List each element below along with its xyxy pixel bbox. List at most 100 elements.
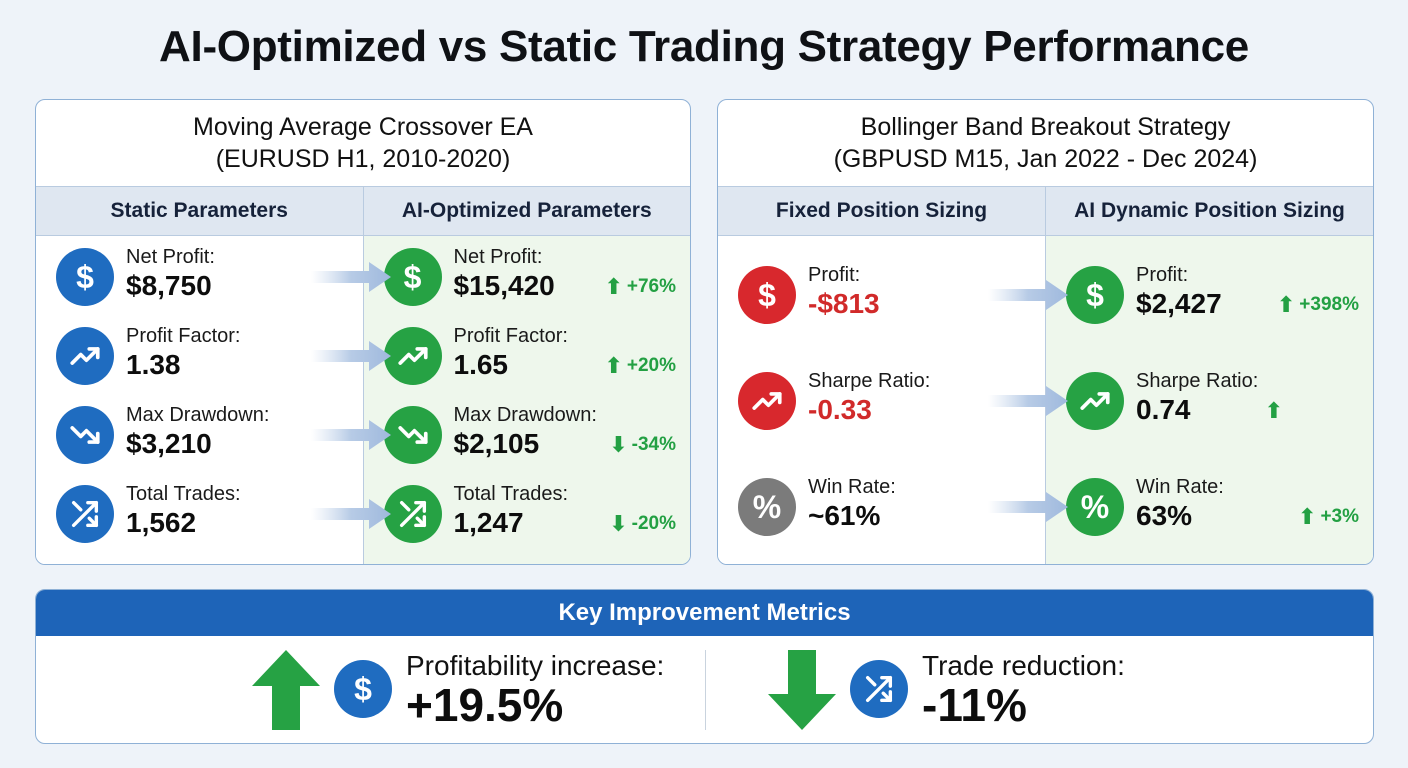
metric-change: ⬆ +398% [1277,294,1359,316]
summary-label-trades: Trade reduction: [922,650,1125,681]
metric-value: 1,562 [126,507,197,538]
metric-total-trades-static: Total Trades: 1,562 [36,479,363,549]
panel-title-line1: Moving Average Crossover EA [193,113,533,141]
metric-value: 63% [1136,500,1193,531]
flow-arrow-icon [311,341,391,371]
arrow-up-icon: ⬆ [1264,398,1283,423]
metric-change: ⬆ +20% [604,355,676,377]
panel-body: $ Profit: -$813 Sharpe Ratio: -0.33% Win Rate… [718,236,1373,564]
trend-up-icon [383,327,442,385]
metric-change: ⬆ +76% [604,276,676,298]
flow-arrow-icon [988,492,1068,522]
shuffle-icon [56,485,114,543]
metric-win-rate-ai: % Win Rate: 63% ⬆ +3% [1046,472,1373,542]
metric-change-value: -20% [631,513,676,534]
metric-value: $2,105 [453,428,540,459]
metric-label: Max Drawdown: [126,404,270,426]
dollar-icon: $ [383,248,442,306]
arrow-up-icon: ⬆ [604,353,623,378]
metric-total-trades-ai: Total Trades: 1,247 ⬇ -20% [364,479,691,549]
ai-dynamic-column: $ Profit: $2,427 ⬆ +398% Sharpe Ratio: 0.74 ⬆% W… [1045,236,1373,564]
metric-value: -$813 [808,288,880,319]
flow-arrow-icon [988,280,1068,310]
metric-label: Total Trades: [453,483,569,505]
metric-value: $8,750 [126,270,212,301]
metric-label: Profit Factor: [453,325,568,347]
trend-up-icon [1066,372,1124,430]
flow-arrow-icon [311,262,391,292]
panel-title-line2: (GBPUSD M15, Jan 2022 - Dec 2024) [833,145,1258,173]
static-column: $ Net Profit: $8,750 Profit Factor: 1.38 Max … [36,236,363,564]
metric-change: ⬇ -20% [609,513,676,535]
panel-title-line2: (EURUSD H1, 2010-2020) [215,145,511,173]
summary-value-profitability: +19.5% [406,679,564,731]
flow-arrow-icon [311,420,391,450]
key-improvement-metrics: Key Improvement Metrics $ Profitability … [35,589,1374,744]
column-header-static: Static Parameters [110,199,288,222]
summary-divider [705,650,706,730]
metric-value: 1.38 [126,349,181,380]
metric-label: Net Profit: [126,246,215,268]
summary-title: Key Improvement Metrics [36,590,1373,636]
ai-column: $ Net Profit: $15,420 ⬆ +76% Profit Factor: 1.… [362,236,691,564]
column-header-ai-dynamic: AI Dynamic Position Sizing [1045,187,1373,235]
column-headers: Static Parameters AI-Optimized Parameter… [36,186,690,236]
trend-up-icon [56,327,114,385]
metric-label: Sharpe Ratio: [808,370,931,392]
metric-change-value: +398% [1299,294,1359,315]
metric-profit-static: $ Profit: -$813 [718,260,1045,330]
column-header-fixed: Fixed Position Sizing [775,199,988,222]
metric-change: ⬇ -34% [609,434,676,456]
metric-label: Profit: [1136,264,1189,286]
flow-arrow-icon [311,499,391,529]
panel-body: $ Net Profit: $8,750 Profit Factor: 1.38 Max … [36,236,690,564]
flow-arrow-icon [988,386,1068,416]
panel-title: Moving Average Crossover EA (EURUSD H1, … [36,100,690,186]
arrow-down-icon: ⬇ [609,511,628,536]
metric-change: ⬆ +3% [1298,506,1359,528]
metric-max-drawdown-ai: Max Drawdown: $2,105 ⬇ -34% [364,400,691,470]
panel-bollinger-breakout: Bollinger Band Breakout Strategy (GBPUSD… [717,99,1374,565]
trend-down-icon [56,406,114,464]
metric-sharpe-ratio-static: Sharpe Ratio: -0.33 [718,366,1045,436]
metric-label: Max Drawdown: [453,404,597,426]
metric-value: 1.65 [453,349,509,380]
trend-up-icon [738,372,796,430]
metric-value: $2,427 [1136,288,1222,319]
percent-icon: % [738,478,796,536]
metric-profit-factor-static: Profit Factor: 1.38 [36,321,363,391]
dollar-icon: $ [1066,266,1124,324]
column-header-ai: AI-Optimized Parameters [362,187,691,235]
big-up-arrow-icon [252,650,320,730]
dollar-icon: $ [334,660,392,718]
metric-label: Win Rate: [808,476,896,498]
metric-label: Profit Factor: [126,325,241,347]
metric-value: $15,420 [453,270,555,301]
metric-profit-ai: $ Profit: $2,427 ⬆ +398% [1046,260,1373,330]
metric-change-value: -34% [631,434,676,455]
panel-title: Bollinger Band Breakout Strategy (GBPUSD… [718,100,1373,186]
metric-max-drawdown-static: Max Drawdown: $3,210 [36,400,363,470]
dollar-icon: $ [738,266,796,324]
metric-value: 1,247 [453,507,524,538]
metric-value: ~61% [808,500,881,531]
shuffle-icon [383,485,442,543]
trend-down-icon [383,406,442,464]
metric-change-value: +20% [626,355,676,376]
big-down-arrow-icon [768,650,836,730]
metric-win-rate-static: % Win Rate: ~61% [718,472,1045,542]
metric-change-value: +76% [626,276,676,297]
arrow-up-icon: ⬆ [604,274,623,299]
percent-icon: % [1066,478,1124,536]
arrow-up-icon: ⬆ [1276,292,1296,317]
summary-label-profitability: Profitability increase: [406,650,665,681]
metric-label: Win Rate: [1136,476,1224,498]
page-title: AI-Optimized vs Static Trading Strategy … [159,22,1249,71]
summary-value-trades: -11% [922,679,1027,731]
column-headers: Fixed Position Sizing AI Dynamic Positio… [718,186,1373,236]
metric-net-profit-ai: $ Net Profit: $15,420 ⬆ +76% [364,242,691,312]
arrow-up-icon: ⬆ [1298,504,1317,529]
metric-value: -0.33 [808,394,872,425]
metric-label: Profit: [808,264,861,286]
metric-value: $3,210 [126,428,212,459]
